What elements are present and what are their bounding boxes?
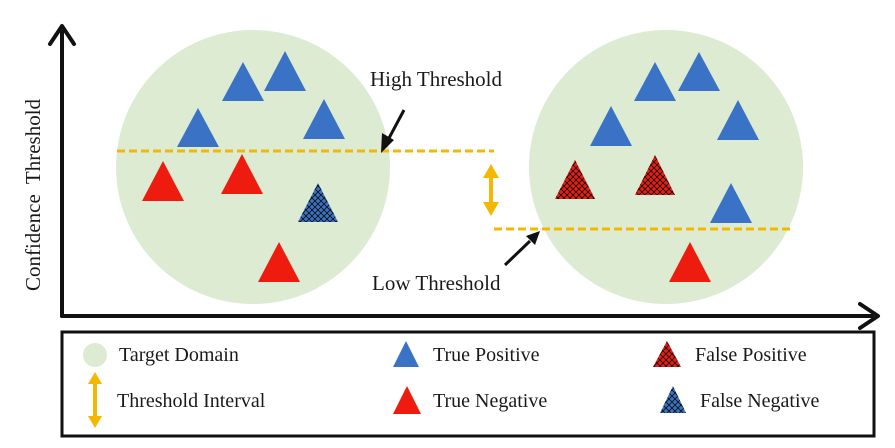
threshold-lines [117, 149, 790, 231]
true-positive-triangle [710, 183, 752, 223]
true-positive-triangle [717, 100, 759, 140]
axes [48, 24, 880, 330]
true-positive-triangle [177, 108, 219, 147]
double-arrow-icon [88, 372, 102, 428]
legend-label-true-negative: True Negative [433, 390, 547, 412]
high-threshold-pointer-head [381, 133, 394, 153]
hatched-red-triangle-icon-hatch [653, 341, 681, 367]
true-positive-triangle [678, 52, 720, 91]
legend-label-threshold-interval: Threshold Interval [117, 390, 266, 412]
true-positive-triangle [264, 51, 306, 91]
low-threshold-pointer [503, 239, 532, 267]
right-domain-samples [555, 52, 759, 282]
true-negative-triangle [258, 242, 300, 282]
true-positive-triangle [590, 106, 632, 146]
true-positive-triangle [634, 62, 676, 101]
annotation-arrows [381, 109, 540, 267]
true-negative-triangle [142, 161, 184, 201]
green-circle-icon [83, 343, 107, 367]
target-domain-circle-left [116, 30, 390, 304]
true-negative-triangle [221, 154, 263, 194]
low-threshold-label: Low Threshold [372, 271, 501, 295]
true-positive-triangle [303, 99, 345, 139]
legend-label-false-positive: False Positive [695, 344, 807, 366]
y-axis-arrowhead [48, 24, 76, 46]
high-threshold-pointer [386, 109, 406, 141]
high-threshold-label: High Threshold [370, 67, 503, 91]
target-domain-circle-right [529, 30, 803, 304]
legend-border [60, 330, 876, 438]
low-threshold-pointer-head [526, 231, 540, 245]
true-positive-triangle [222, 62, 264, 101]
hatched-blue-triangle-icon-hatch [660, 386, 686, 413]
false-positive-triangle-hatch [555, 160, 595, 199]
blue-triangle-icon [393, 341, 419, 367]
red-triangle-icon [393, 386, 421, 414]
x-axis-arrowhead [858, 302, 880, 330]
legend-label-target-domain: Target Domain [119, 344, 239, 366]
y-axis-label: Confidence Threshold [21, 98, 45, 291]
true-negative-triangle [669, 242, 711, 282]
false-positive-triangle-hatch [635, 155, 675, 195]
threshold-interval-arrow [483, 164, 499, 216]
legend-label-false-negative: False Negative [700, 390, 820, 412]
false-negative-triangle-hatch [298, 183, 338, 222]
left-domain-samples [142, 51, 345, 282]
legend: Target Domain True Positive False Positi… [60, 330, 876, 438]
legend-label-true-positive: True Positive [433, 344, 540, 366]
